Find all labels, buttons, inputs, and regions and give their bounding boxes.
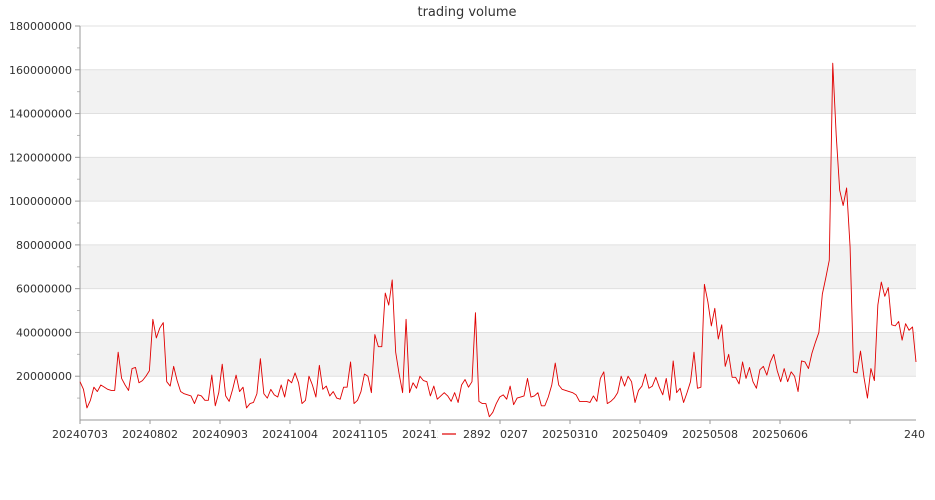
x-tick-label: 20250310	[542, 428, 598, 441]
y-axis: 20000000 40000000 60000000 80000000 10000000…	[9, 20, 81, 420]
y-tick-label: 60000000	[16, 283, 72, 296]
x-tick-label: 240	[904, 428, 925, 441]
grid-band	[80, 244, 916, 289]
y-tick-label: 180000000	[9, 20, 72, 33]
x-tick-label: 20240802	[122, 428, 178, 441]
y-tick-label: 40000000	[16, 326, 72, 339]
x-tick-label: 20241105	[332, 428, 388, 441]
x-tick-label: 20241004	[262, 428, 318, 441]
x-tick-label: 20240703	[52, 428, 108, 441]
grid-band	[80, 332, 916, 377]
legend-background	[438, 425, 500, 443]
plot-background-bands	[80, 69, 916, 377]
grid-band	[80, 157, 916, 202]
y-tick-label: 80000000	[16, 239, 72, 252]
x-tick-label: 20240903	[192, 428, 248, 441]
legend-label: 2892	[463, 428, 491, 441]
grid-lines	[80, 25, 916, 377]
y-tick-label: 120000000	[9, 151, 72, 164]
y-tick-label: 140000000	[9, 108, 72, 121]
y-tick-label: 20000000	[16, 370, 72, 383]
series-line-2892	[79, 62, 917, 418]
x-tick-label: 20250606	[752, 428, 808, 441]
y-tick-label: 160000000	[9, 64, 72, 77]
y-tick-label: 100000000	[9, 195, 72, 208]
x-tick-label: 20250508	[682, 428, 738, 441]
chart-title: trading volume	[417, 5, 516, 20]
legend: 2892	[438, 425, 500, 443]
series-layer	[79, 62, 917, 418]
grid-band	[80, 69, 916, 114]
x-tick-label: 20250409	[612, 428, 668, 441]
